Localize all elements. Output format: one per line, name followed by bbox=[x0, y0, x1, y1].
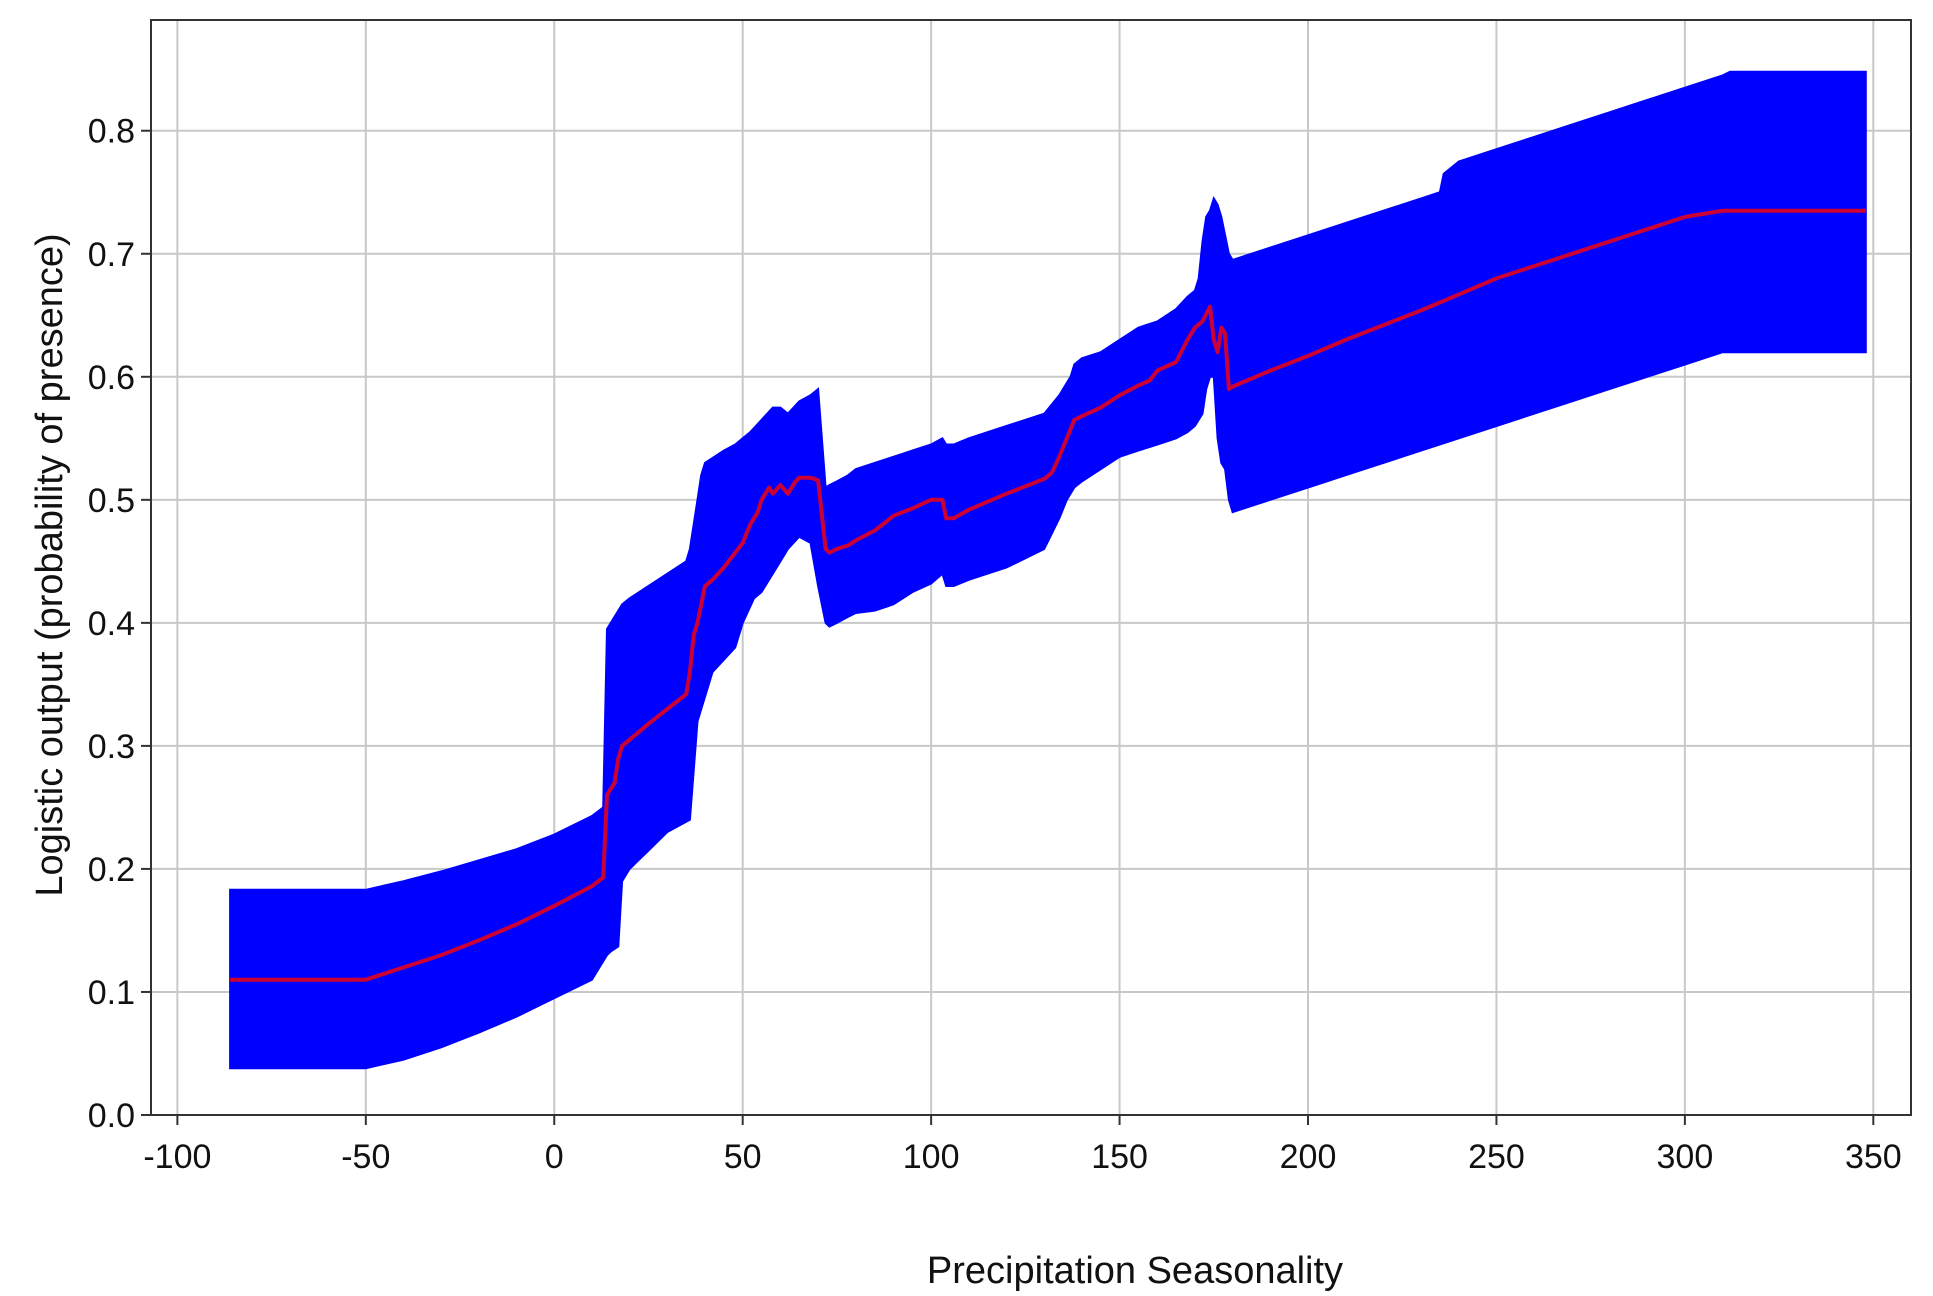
x-tick-label-8: 300 bbox=[1657, 1138, 1714, 1176]
x-tick-label-7: 250 bbox=[1468, 1138, 1525, 1176]
x-tick-label-2: 0 bbox=[545, 1138, 564, 1176]
y-tick-label-5: 0.5 bbox=[88, 482, 135, 520]
y-tick-label-7: 0.7 bbox=[88, 236, 135, 274]
y-tick-label-1: 0.1 bbox=[88, 974, 135, 1012]
x-tick-label-1: -50 bbox=[341, 1138, 390, 1176]
x-axis-label: Precipitation Seasonality bbox=[927, 1250, 1343, 1292]
x-tick-label-4: 100 bbox=[903, 1138, 960, 1176]
plot-frame bbox=[150, 19, 1912, 1116]
y-tick-label-2: 0.2 bbox=[88, 851, 135, 889]
y-tick-label-0: 0.0 bbox=[88, 1097, 135, 1135]
x-tick-label-5: 150 bbox=[1091, 1138, 1148, 1176]
x-tick-label-9: 350 bbox=[1845, 1138, 1902, 1176]
x-tick-label-3: 50 bbox=[724, 1138, 762, 1176]
confidence-band bbox=[229, 70, 1867, 1070]
y-tick-label-8: 0.8 bbox=[88, 113, 135, 151]
y-tick-label-6: 0.6 bbox=[88, 359, 135, 397]
x-tick-label-6: 200 bbox=[1280, 1138, 1337, 1176]
x-axis-ticks: -100 -50 0 50 100 150 200 250 300 350 bbox=[143, 1115, 1902, 1176]
y-tick-label-3: 0.3 bbox=[88, 728, 135, 766]
x-tick-label-0: -100 bbox=[143, 1138, 211, 1176]
y-tick-label-4: 0.4 bbox=[88, 605, 135, 643]
y-axis-label: Logistic output (probability of presence… bbox=[29, 233, 71, 896]
mean-response-line bbox=[230, 208, 1866, 982]
y-axis-ticks: 0.0 0.1 0.2 0.3 0.4 0.5 0.6 0.7 0.8 bbox=[88, 113, 151, 1135]
